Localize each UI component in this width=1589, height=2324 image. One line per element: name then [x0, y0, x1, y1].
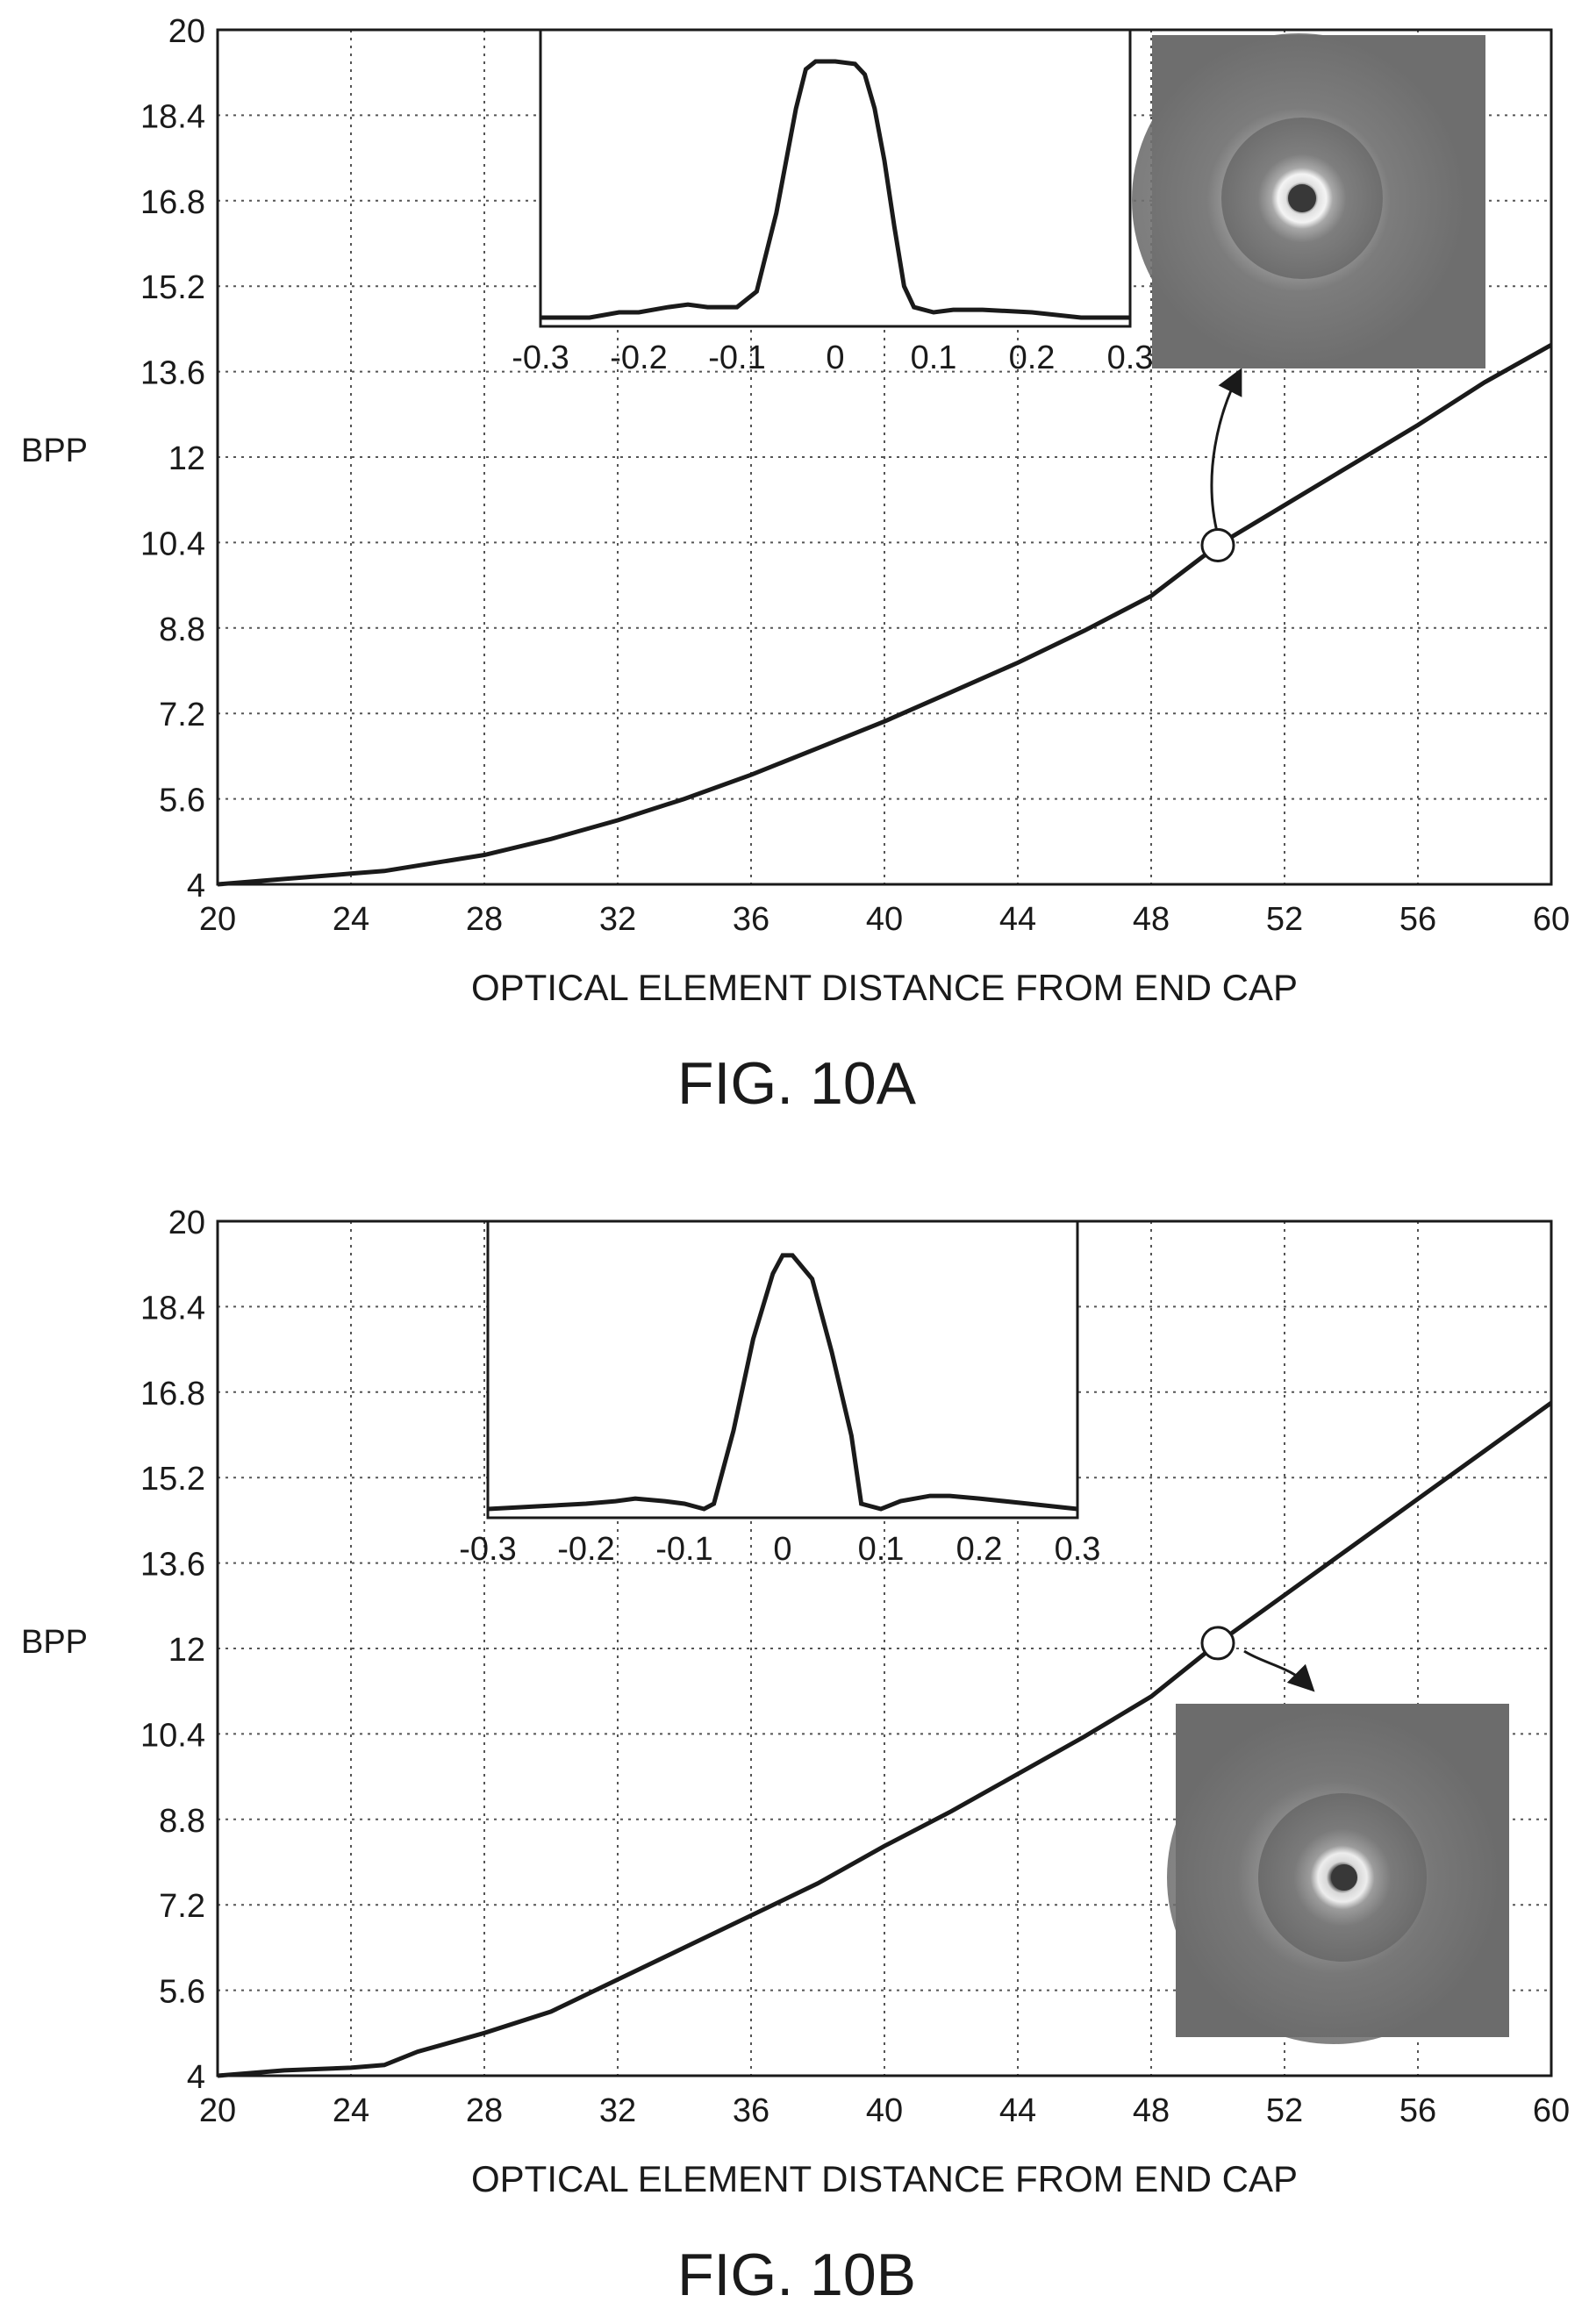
bpp-curve-b [217, 1400, 1553, 2078]
inset-x-tick-labels-b: -0.3 -0.2 -0.1 0 0.1 0.2 0.3 [459, 1531, 1100, 1568]
x-tick-label: 52 [1266, 901, 1303, 938]
beam-image-b [1167, 1704, 1509, 2044]
x-tick-label: 56 [1399, 901, 1436, 938]
x-tick-label: 52 [1266, 2092, 1303, 2129]
x-tick-label: 24 [333, 2092, 369, 2129]
y-tick-label: 5.6 [159, 783, 205, 819]
inset-x-tick-label: -0.1 [708, 340, 765, 376]
x-axis-label-b: OPTICAL ELEMENT DISTANCE FROM END CAP [471, 2158, 1298, 2199]
inset-x-tick-label: -0.3 [459, 1531, 516, 1568]
inset-profile-curve-b [487, 1253, 1078, 1512]
y-tick-label: 15.2 [140, 1461, 205, 1498]
x-tick-label: 44 [999, 901, 1036, 938]
inset-x-tick-labels-a: -0.3 -0.2 -0.1 0 0.1 0.2 0.3 [512, 340, 1153, 376]
x-axis-label-a: OPTICAL ELEMENT DISTANCE FROM END CAP [471, 967, 1298, 1008]
x-tick-label: 28 [466, 901, 503, 938]
figure-label-b: FIG. 10B [677, 2242, 916, 2308]
y-tick-label: 12 [168, 1632, 205, 1669]
inset-x-tick-label: 0.2 [1009, 340, 1056, 376]
y-tick-labels-b: 4 5.6 7.2 8.8 10.4 12 13.6 15.2 16.8 18.4 20 [140, 1205, 205, 2096]
y-tick-label: 15.2 [140, 269, 205, 306]
y-tick-label: 10.4 [140, 1717, 205, 1754]
bpp-curve-a [217, 343, 1553, 887]
callout-arrow-a [1210, 368, 1242, 536]
inset-x-tick-label: -0.2 [610, 340, 667, 376]
x-tick-label: 48 [1133, 901, 1170, 938]
y-tick-label: 20 [168, 1205, 205, 1241]
x-tick-label: 36 [733, 2092, 769, 2129]
x-tick-label: 60 [1533, 2092, 1570, 2129]
y-tick-labels-a: 4 5.6 7.2 8.8 10.4 12 13.6 15.2 16.8 18.4 20 [140, 13, 205, 905]
highlight-point-b [1200, 1626, 1235, 1661]
y-tick-label: 8.8 [159, 611, 205, 648]
x-tick-label: 56 [1399, 2092, 1436, 2129]
y-tick-label: 13.6 [140, 1547, 205, 1584]
y-tick-label: 7.2 [159, 1888, 205, 1925]
x-tick-label: 36 [733, 901, 769, 938]
y-tick-label: 16.8 [140, 184, 205, 221]
inset-x-tick-label: 0.1 [911, 340, 957, 376]
highlight-point-a [1200, 527, 1235, 562]
x-tick-labels-a: 20 24 28 32 36 40 44 48 52 56 60 [199, 901, 1570, 938]
y-tick-label: 8.8 [159, 1803, 205, 1840]
x-tick-label: 44 [999, 2092, 1036, 2129]
inset-x-tick-label: 0.2 [956, 1531, 1003, 1568]
y-tick-label: 12 [168, 440, 205, 477]
y-tick-label: 4 [187, 868, 205, 905]
x-tick-label: 24 [333, 901, 369, 938]
y-tick-label: 5.6 [159, 1974, 205, 2011]
x-tick-label: 40 [866, 2092, 903, 2129]
callout-arrow-b [1243, 1649, 1315, 1692]
inset-x-tick-label: 0 [773, 1531, 791, 1568]
inset-profile-curve-a [540, 59, 1130, 320]
y-axis-label-b: BPP [21, 1624, 88, 1661]
figure-label-a: FIG. 10A [677, 1050, 917, 1117]
x-tick-label: 48 [1133, 2092, 1170, 2129]
y-tick-label: 13.6 [140, 355, 205, 392]
x-tick-labels-b: 20 24 28 32 36 40 44 48 52 56 60 [199, 2092, 1570, 2129]
x-tick-label: 20 [199, 901, 236, 938]
grid-b [218, 1221, 1551, 2076]
y-tick-label: 18.4 [140, 1290, 205, 1326]
y-tick-label: 10.4 [140, 526, 205, 562]
y-axis-label-a: BPP [21, 433, 88, 469]
inset-x-tick-label: -0.3 [512, 340, 569, 376]
y-tick-label: 16.8 [140, 1376, 205, 1412]
y-tick-label: 7.2 [159, 697, 205, 733]
y-tick-label: 4 [187, 2059, 205, 2096]
x-tick-label: 28 [466, 2092, 503, 2129]
inset-x-tick-label: -0.1 [655, 1531, 712, 1568]
x-tick-label: 32 [599, 2092, 636, 2129]
inset-x-tick-label: 0.3 [1055, 1531, 1101, 1568]
inset-x-tick-label: 0.1 [858, 1531, 905, 1568]
inset-x-tick-label: -0.2 [557, 1531, 614, 1568]
inset-x-tick-label: 0.3 [1107, 340, 1154, 376]
x-tick-label: 40 [866, 901, 903, 938]
x-tick-label: 20 [199, 2092, 236, 2129]
x-tick-label: 32 [599, 901, 636, 938]
inset-frame-a [539, 28, 1132, 328]
inset-frame-b [486, 1219, 1079, 1520]
x-tick-label: 60 [1533, 901, 1570, 938]
inset-x-tick-label: 0 [826, 340, 844, 376]
y-tick-label: 20 [168, 13, 205, 50]
y-tick-label: 18.4 [140, 98, 205, 135]
beam-image-a [1132, 33, 1485, 368]
